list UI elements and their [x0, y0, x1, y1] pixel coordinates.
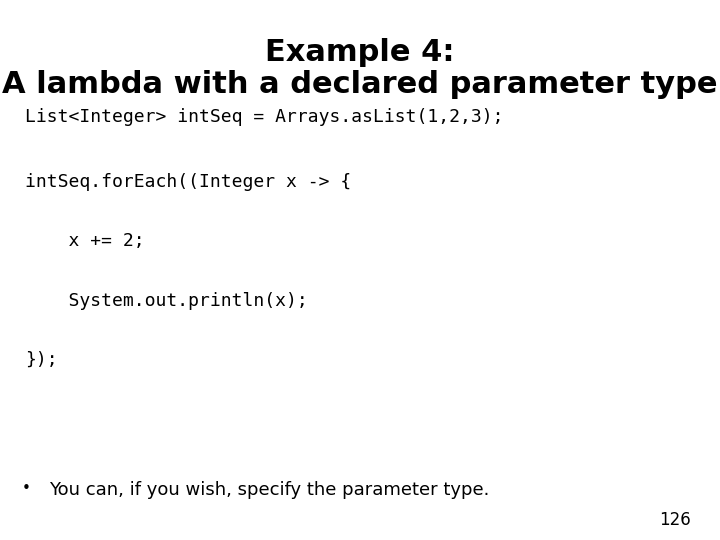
Text: You can, if you wish, specify the parameter type.: You can, if you wish, specify the parame… — [49, 481, 490, 498]
Text: intSeq.forEach((Integer x -> {: intSeq.forEach((Integer x -> { — [25, 173, 351, 191]
Text: A lambda with a declared parameter type: A lambda with a declared parameter type — [2, 70, 718, 99]
Text: });: }); — [25, 351, 58, 369]
Text: System.out.println(x);: System.out.println(x); — [25, 292, 308, 309]
Text: •: • — [22, 481, 30, 496]
Text: x += 2;: x += 2; — [25, 232, 145, 250]
Text: List<Integer> intSeq = Arrays.asList(1,2,3);: List<Integer> intSeq = Arrays.asList(1,2… — [25, 108, 504, 126]
Text: Example 4:: Example 4: — [265, 38, 455, 67]
Text: 126: 126 — [660, 511, 691, 529]
